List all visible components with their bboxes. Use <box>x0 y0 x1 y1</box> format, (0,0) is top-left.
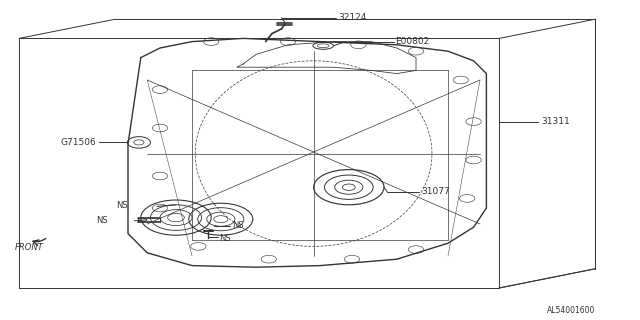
Text: 31077: 31077 <box>421 188 450 196</box>
Text: AL54001600: AL54001600 <box>547 306 595 315</box>
Text: NS: NS <box>232 221 244 230</box>
Text: 31311: 31311 <box>541 117 570 126</box>
Text: G71506: G71506 <box>60 138 96 147</box>
Text: NS: NS <box>116 201 128 210</box>
Text: NS: NS <box>220 234 231 243</box>
Text: FRONT: FRONT <box>15 244 43 252</box>
Text: NS: NS <box>96 216 108 225</box>
Text: 32124: 32124 <box>338 13 366 22</box>
Text: E00802: E00802 <box>396 37 430 46</box>
